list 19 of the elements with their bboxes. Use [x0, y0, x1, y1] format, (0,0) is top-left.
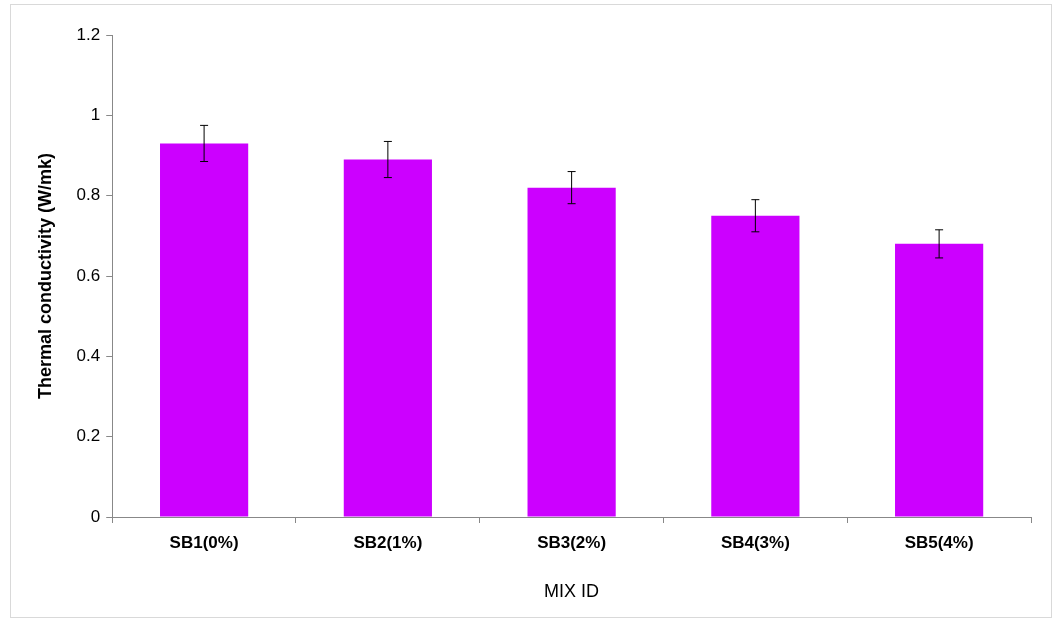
y-tick-label: 0.6 — [76, 265, 101, 285]
y-tick-label: 0.8 — [76, 185, 101, 205]
y-axis-title: Thermal conductivity (W/mk) — [34, 152, 55, 400]
bar — [160, 143, 249, 517]
y-tick-label: 0.4 — [76, 346, 101, 366]
x-tick-label: SB5(4%) — [904, 532, 974, 552]
y-tick-label: 1.2 — [76, 24, 101, 44]
x-tick-label: SB3(2%) — [537, 532, 607, 552]
x-axis-title: MIX ID — [544, 581, 600, 602]
bar — [343, 159, 432, 517]
x-tick-label: SB2(1%) — [353, 532, 423, 552]
y-tick-label: 0 — [90, 506, 101, 526]
bar — [527, 187, 616, 517]
x-tick-label: SB1(0%) — [169, 532, 239, 552]
bar — [895, 243, 984, 517]
x-tick-label: SB4(3%) — [720, 532, 790, 552]
bar — [711, 215, 800, 517]
y-tick-label: 0.2 — [76, 426, 101, 446]
y-tick-label: 1 — [90, 105, 101, 125]
